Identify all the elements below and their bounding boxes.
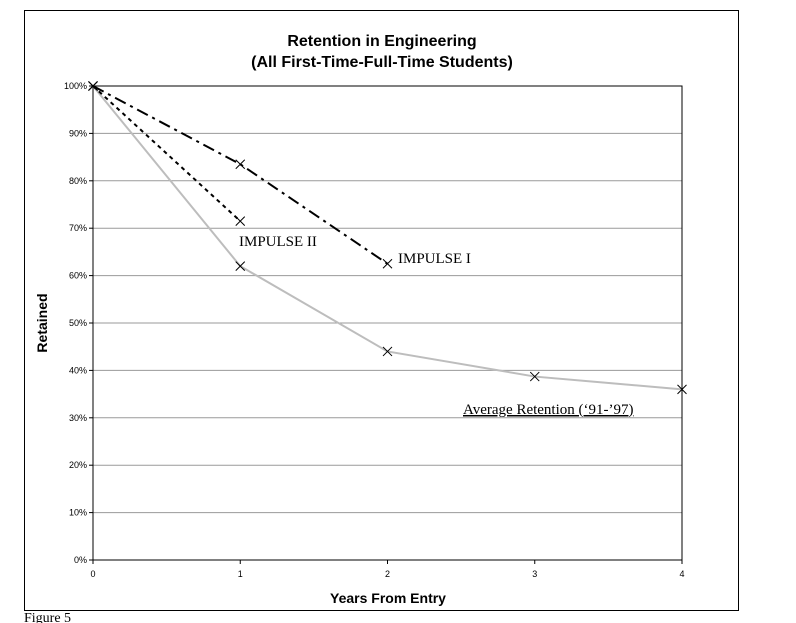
- y-axis-label: Retained: [34, 293, 50, 352]
- label-average-retention: Average Retention (‘91-’97): [463, 402, 634, 418]
- series-line: [92, 85, 389, 265]
- data-point-marker: [529, 371, 540, 382]
- data-point-marker: [235, 159, 246, 170]
- label-impulse-2: IMPULSE II: [239, 234, 317, 250]
- x-tick-label: 0: [90, 569, 95, 579]
- label-impulse-1: IMPULSE I: [398, 251, 471, 267]
- y-tick-label: 40%: [69, 365, 87, 375]
- chart-subtitle: (All First-Time-Full-Time Students): [251, 54, 513, 71]
- figure-caption: Figure 5: [24, 612, 72, 623]
- y-tick-label: 10%: [69, 508, 87, 518]
- x-axis-label: Years From Entry: [330, 590, 446, 606]
- x-tick-label: 2: [385, 569, 390, 579]
- y-tick-label: 60%: [69, 271, 87, 281]
- y-tick-label: 30%: [69, 413, 87, 423]
- series-line: [92, 85, 683, 391]
- y-tick-label: 90%: [69, 128, 87, 138]
- data-point-marker: [382, 258, 393, 269]
- y-tick-label: 70%: [69, 223, 87, 233]
- x-tick-label: 1: [238, 569, 243, 579]
- data-point-marker: [677, 384, 687, 395]
- chart-title: Retention in Engineering: [287, 33, 476, 50]
- data-point-marker: [382, 346, 393, 357]
- y-tick-label: 80%: [69, 176, 87, 186]
- series-line: [92, 85, 241, 222]
- data-point-marker: [88, 81, 98, 91]
- chart-frame: [24, 10, 739, 611]
- y-tick-label: 20%: [69, 460, 87, 470]
- y-tick-label: 50%: [69, 318, 87, 328]
- y-tick-label: 0%: [74, 555, 87, 565]
- x-tick-label: 4: [679, 569, 684, 579]
- data-point-marker: [235, 261, 246, 271]
- y-tick-label: 100%: [64, 81, 87, 91]
- x-tick-label: 3: [532, 569, 537, 579]
- data-point-marker: [235, 216, 246, 226]
